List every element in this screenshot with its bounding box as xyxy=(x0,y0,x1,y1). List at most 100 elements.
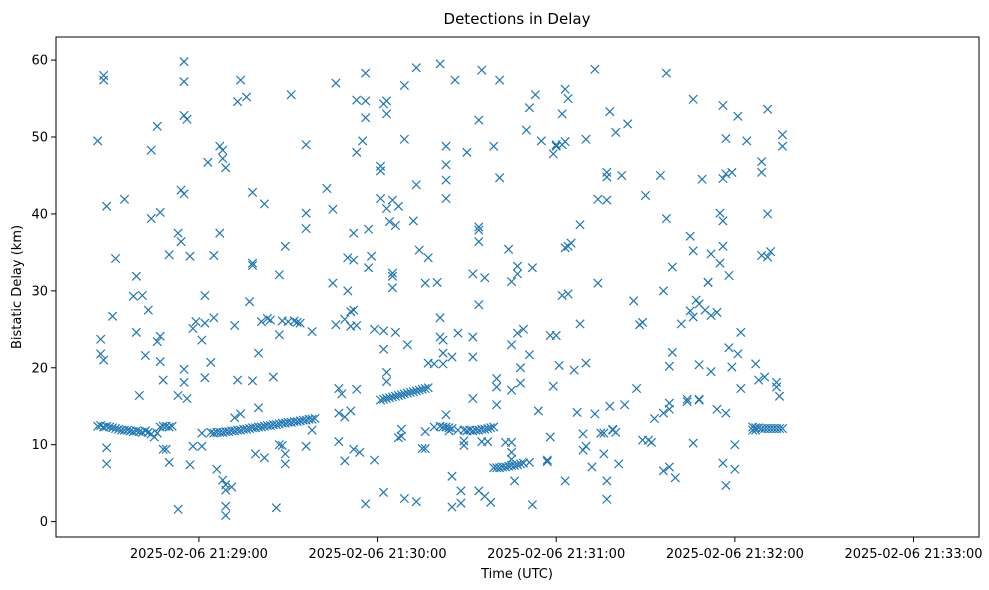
y-tick-label: 20 xyxy=(31,361,48,376)
data-point xyxy=(718,173,728,184)
data-point xyxy=(209,250,219,261)
data-point xyxy=(658,466,669,476)
data-point xyxy=(152,428,162,438)
data-point xyxy=(366,251,377,261)
data-point xyxy=(527,263,538,273)
y-tick-label: 10 xyxy=(31,438,48,453)
data-point xyxy=(179,56,189,67)
y-tick-label: 30 xyxy=(31,284,48,299)
data-point xyxy=(334,408,344,418)
data-point xyxy=(774,423,785,434)
data-point xyxy=(200,318,210,328)
data-point xyxy=(227,482,237,492)
data-point xyxy=(152,121,162,131)
data-point xyxy=(542,456,552,467)
data-point xyxy=(265,315,275,325)
data-point xyxy=(280,459,290,469)
data-point xyxy=(456,486,466,496)
data-point xyxy=(107,423,118,433)
data-point xyxy=(146,213,156,224)
data-point xyxy=(688,94,698,104)
data-point xyxy=(667,347,677,358)
data-point xyxy=(96,334,106,344)
data-point xyxy=(411,180,421,190)
data-point xyxy=(444,423,454,433)
data-point xyxy=(221,163,231,173)
data-point xyxy=(474,115,484,125)
data-point xyxy=(185,251,195,261)
data-point xyxy=(402,388,412,398)
data-point xyxy=(694,360,704,370)
data-point xyxy=(197,335,207,345)
x-tick-label: 2025-02-06 21:29:00 xyxy=(130,547,268,562)
data-point xyxy=(191,316,201,327)
data-point xyxy=(230,320,240,331)
data-point xyxy=(590,409,600,419)
data-point xyxy=(364,263,374,273)
data-point xyxy=(617,170,627,181)
x-tick-label: 2025-02-06 21:30:00 xyxy=(309,547,447,562)
data-point xyxy=(167,421,177,431)
data-point xyxy=(99,75,109,85)
data-point xyxy=(185,460,195,470)
data-point xyxy=(393,433,404,443)
data-point xyxy=(771,382,782,392)
data-point xyxy=(179,110,189,121)
data-point xyxy=(658,286,669,296)
data-point xyxy=(247,376,258,386)
data-point xyxy=(646,437,657,448)
data-point xyxy=(218,145,228,155)
data-point xyxy=(259,453,270,463)
data-point xyxy=(274,270,284,280)
data-point xyxy=(244,296,255,307)
data-point xyxy=(247,187,258,198)
data-point xyxy=(158,375,168,385)
data-point xyxy=(515,363,526,373)
data-point xyxy=(721,480,731,491)
data-point xyxy=(459,440,469,451)
data-point xyxy=(173,390,183,401)
data-point xyxy=(408,216,418,226)
data-point xyxy=(381,109,392,119)
data-point xyxy=(155,207,165,218)
data-point xyxy=(164,457,174,468)
data-point xyxy=(334,383,344,394)
data-point xyxy=(581,134,591,144)
data-point xyxy=(631,383,642,394)
data-point xyxy=(715,208,725,218)
data-point xyxy=(155,356,165,367)
data-point xyxy=(718,216,728,226)
data-point xyxy=(718,458,728,468)
data-point xyxy=(369,324,380,334)
data-point xyxy=(390,327,401,338)
data-point xyxy=(253,403,264,413)
data-point xyxy=(352,384,362,394)
data-point xyxy=(733,349,743,359)
data-point xyxy=(307,326,317,337)
data-point xyxy=(99,70,109,81)
data-point xyxy=(277,440,287,451)
data-point xyxy=(530,90,540,100)
data-point xyxy=(131,327,142,338)
data-point xyxy=(721,169,731,179)
data-point xyxy=(361,68,371,78)
data-markers xyxy=(93,56,788,521)
data-point xyxy=(390,391,401,401)
data-point xyxy=(762,209,773,219)
data-point xyxy=(593,194,603,204)
data-point xyxy=(301,223,311,234)
chart-title: Detections in Delay xyxy=(444,10,591,28)
data-point xyxy=(286,90,296,100)
data-point xyxy=(414,245,424,255)
data-point xyxy=(489,141,499,151)
data-point xyxy=(399,493,409,504)
data-point xyxy=(417,384,427,394)
data-point xyxy=(450,75,460,85)
data-point xyxy=(182,114,192,124)
data-point xyxy=(706,249,716,259)
data-point xyxy=(569,365,579,375)
data-point xyxy=(423,383,433,393)
data-point xyxy=(774,391,785,401)
data-point xyxy=(474,300,484,310)
data-point xyxy=(509,476,520,486)
